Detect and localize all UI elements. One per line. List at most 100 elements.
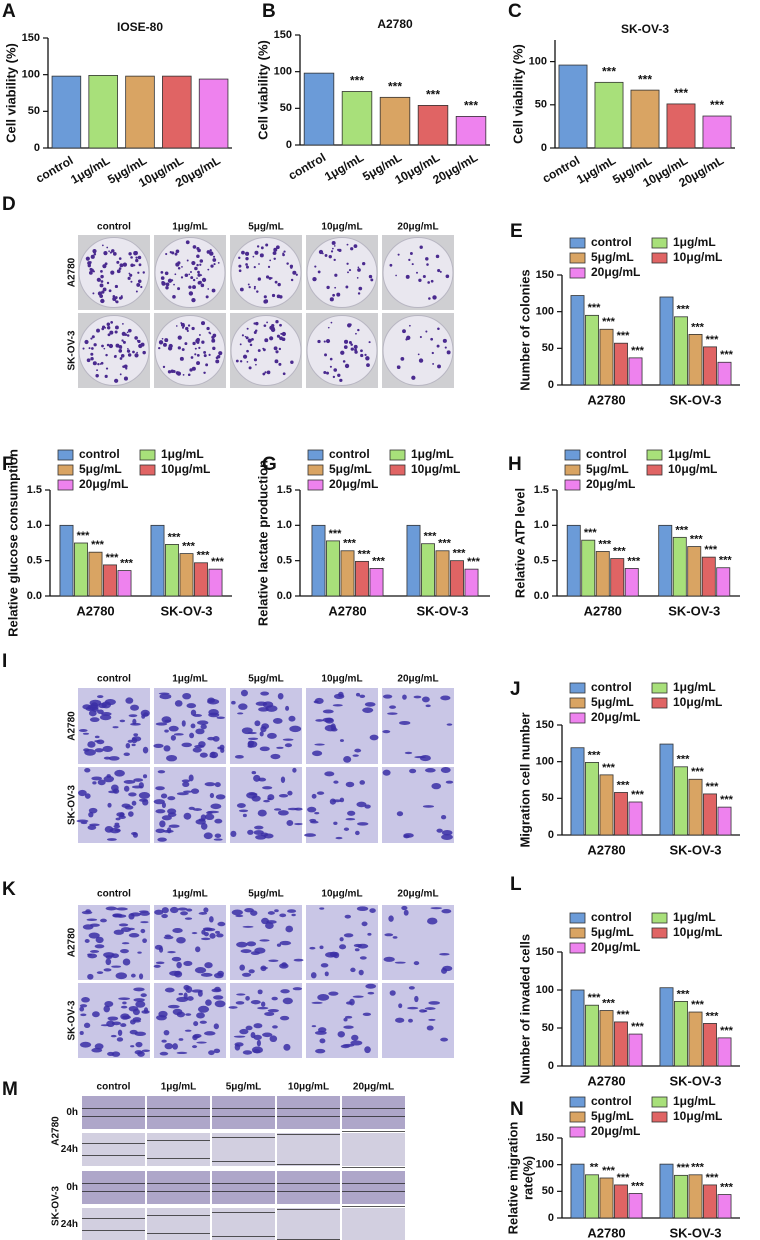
colony [259, 253, 264, 258]
legend-label: 10μg/mL [411, 462, 460, 476]
cell [105, 955, 113, 960]
cell [213, 995, 224, 1000]
colony [106, 281, 110, 285]
x-tick-label: SK-OV-3 [668, 603, 720, 618]
colony [213, 263, 216, 266]
cell [122, 958, 131, 966]
cell [89, 950, 100, 953]
y-tick-label: 100 [536, 1159, 554, 1171]
cell [140, 921, 149, 924]
y-tick-label: 1.5 [27, 484, 42, 496]
cell [398, 1003, 403, 1009]
colony [269, 259, 272, 262]
colony [409, 252, 413, 255]
colony [255, 321, 259, 326]
colony [432, 363, 435, 365]
cell [140, 993, 147, 998]
cell [205, 999, 212, 1006]
cell [159, 693, 172, 700]
colony [197, 248, 201, 253]
column-label: control [97, 889, 131, 900]
bar [614, 1184, 628, 1219]
colony [437, 268, 441, 273]
cell [285, 925, 294, 933]
wound-image [147, 1096, 210, 1129]
y-axis-label: Relative glucose consumption [5, 449, 20, 637]
x-tick-label: A2780 [328, 603, 366, 618]
cell [239, 964, 245, 971]
bar [703, 346, 717, 386]
colony [247, 283, 250, 286]
cell [131, 737, 138, 744]
cell [401, 905, 408, 911]
bar [150, 524, 165, 597]
column-label: 10μg/mL [321, 222, 362, 233]
cell [311, 793, 317, 799]
legend-swatch [651, 912, 668, 924]
cell [167, 950, 176, 954]
cell [182, 692, 192, 700]
colony [136, 351, 138, 354]
colony [121, 331, 126, 336]
time-label: 0h [66, 1182, 78, 1193]
cell [86, 918, 98, 922]
colony [175, 325, 178, 327]
cell [176, 1011, 186, 1018]
y-tick-label: 150 [22, 32, 40, 44]
colony [132, 350, 135, 354]
cell [254, 825, 264, 830]
x-tick-label: control [540, 153, 582, 185]
colony [181, 348, 185, 352]
colony [86, 358, 91, 363]
colony [340, 350, 345, 355]
bar [585, 1174, 599, 1219]
panel-letter: N [510, 1099, 524, 1120]
cell [317, 994, 330, 1001]
row-label: SK-OV-3 [67, 330, 78, 370]
colony [196, 277, 198, 279]
cell [234, 754, 244, 759]
colony [115, 300, 118, 303]
colony [101, 327, 105, 331]
cell [355, 692, 361, 697]
cell [192, 1045, 198, 1049]
colony [123, 364, 128, 369]
x-tick-label: control [33, 153, 75, 185]
significance-label: *** [584, 527, 598, 539]
colony [140, 285, 143, 289]
cell [91, 1047, 103, 1053]
colony [184, 342, 188, 346]
cell [281, 962, 288, 967]
colony [334, 273, 338, 277]
cell [440, 1037, 449, 1042]
colony [263, 324, 267, 328]
colony [162, 365, 166, 369]
colony [209, 251, 214, 256]
row-label: SK-OV-3 [51, 1186, 62, 1226]
cell [312, 750, 323, 757]
colony [101, 244, 104, 247]
cell [267, 732, 277, 739]
colony [282, 372, 286, 376]
colony [435, 254, 440, 259]
colony [419, 245, 423, 249]
cell [428, 1018, 436, 1021]
legend-label: 5μg/mL [591, 925, 634, 939]
cell [110, 784, 119, 792]
colony [274, 359, 279, 364]
colony [217, 262, 220, 264]
colony [350, 343, 353, 346]
y-axis-label: Cell viability (%) [3, 43, 18, 143]
cell [202, 927, 213, 931]
bar [117, 570, 132, 597]
colony [171, 251, 175, 255]
significance-label: *** [691, 999, 705, 1011]
cell [267, 794, 275, 801]
colony [247, 338, 252, 343]
colony [276, 334, 281, 338]
cell [279, 1015, 290, 1021]
cell [392, 936, 398, 939]
row-label: SK-OV-3 [67, 1000, 78, 1040]
colony [336, 292, 341, 297]
cell [88, 710, 97, 717]
